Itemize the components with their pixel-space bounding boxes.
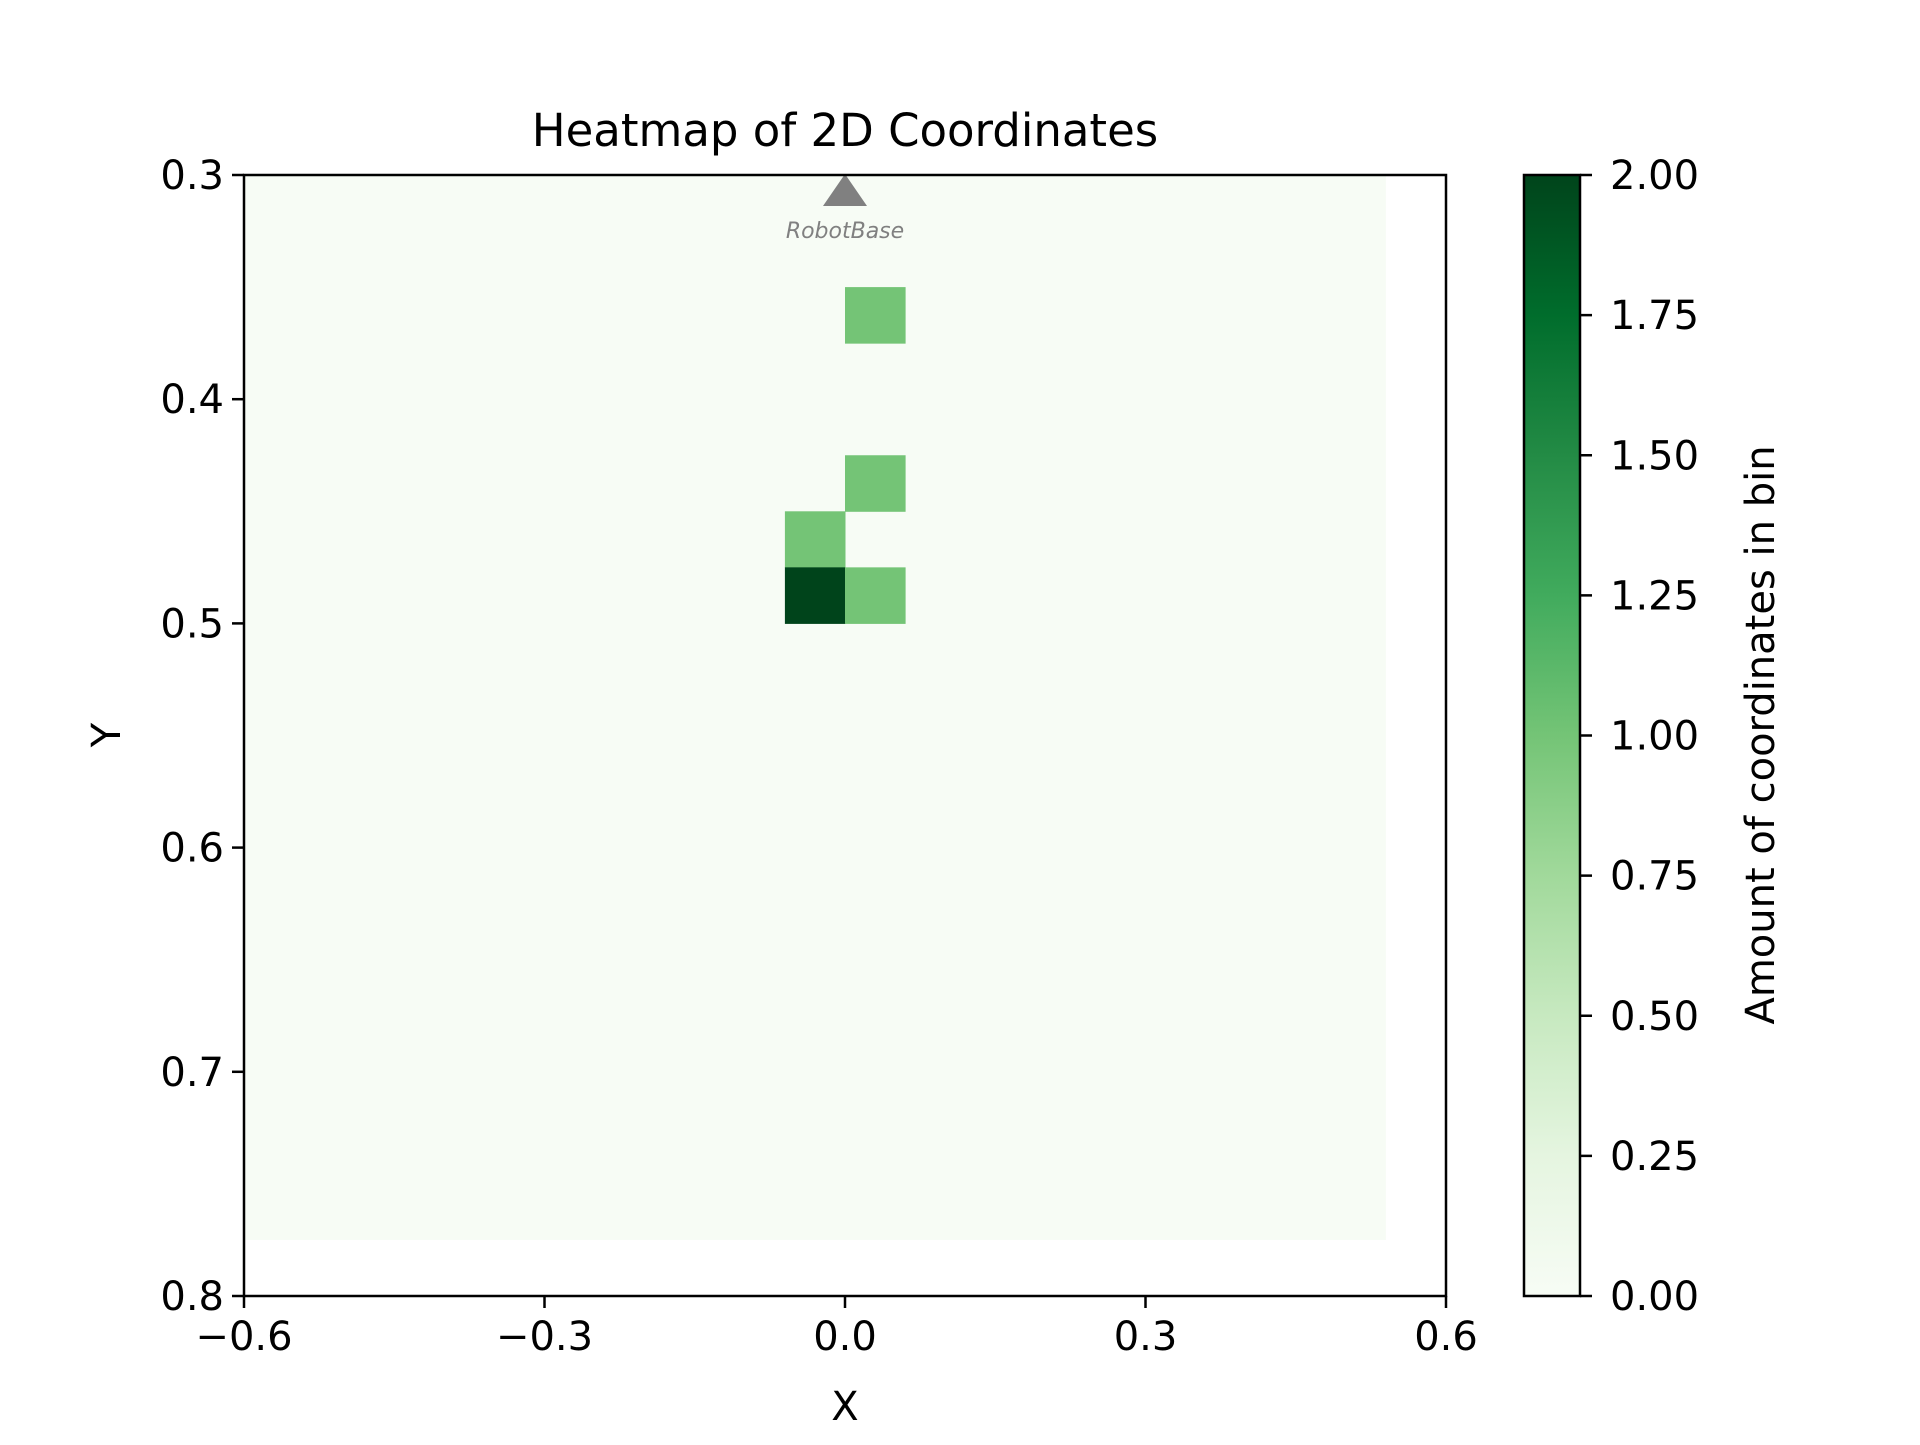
y-tick-label: 0.4 xyxy=(160,377,224,423)
colorbar-tick-label: 1.00 xyxy=(1610,714,1699,760)
y-tick-label: 0.3 xyxy=(160,153,224,199)
heatmap-background xyxy=(244,175,1386,1240)
colorbar-gradient xyxy=(1522,173,1582,1298)
y-axis: 0.3 0.4 0.5 0.6 0.7 0.8 xyxy=(160,153,244,1320)
y-tick-label: 0.7 xyxy=(160,1050,224,1096)
heatmap-cell xyxy=(784,511,846,568)
x-tick-label: 0.3 xyxy=(1114,1314,1178,1360)
robot-base-label: RobotBase xyxy=(786,219,904,244)
chart-title: Heatmap of 2D Coordinates xyxy=(532,104,1158,157)
y-axis-label: Y xyxy=(84,722,130,748)
y-tick-label: 0.5 xyxy=(160,601,224,647)
y-tick-label: 0.6 xyxy=(160,826,224,872)
colorbar-tick-label: 1.25 xyxy=(1610,573,1699,619)
x-tick-label: 0.6 xyxy=(1414,1314,1478,1360)
colorbar-tick-label: 0.25 xyxy=(1610,1134,1699,1180)
colorbar-tick-label: 1.50 xyxy=(1610,433,1699,479)
colorbar-tick-label: 0.00 xyxy=(1610,1274,1699,1320)
colorbar: 0.00 0.25 0.50 0.75 1.00 1.25 1.50 1.75 2.00 xyxy=(1522,153,1699,1320)
robot-base-marker xyxy=(823,174,867,206)
colorbar-tick-label: 1.75 xyxy=(1610,293,1699,339)
heatmap-cell xyxy=(845,287,906,344)
x-axis: −0.6 −0.3 0.0 0.3 0.6 xyxy=(195,1296,1478,1360)
heatmap-cell xyxy=(845,455,906,512)
heatmap-cell xyxy=(784,567,846,624)
x-tick-label: −0.3 xyxy=(496,1314,593,1360)
colorbar-label: Amount of coordinates in bin xyxy=(1738,445,1784,1024)
colorbar-tick-label: 2.00 xyxy=(1610,153,1699,199)
x-axis-label: X xyxy=(831,1384,858,1430)
y-tick-label: 0.8 xyxy=(160,1274,224,1320)
x-tick-label: 0.0 xyxy=(813,1314,877,1360)
heatmap-cell xyxy=(845,567,906,624)
colorbar-tick-label: 0.50 xyxy=(1610,994,1699,1040)
colorbar-tick-label: 0.75 xyxy=(1610,854,1699,900)
plot-area: RobotBase xyxy=(242,173,1448,1298)
x-tick-label: −0.6 xyxy=(195,1314,292,1360)
